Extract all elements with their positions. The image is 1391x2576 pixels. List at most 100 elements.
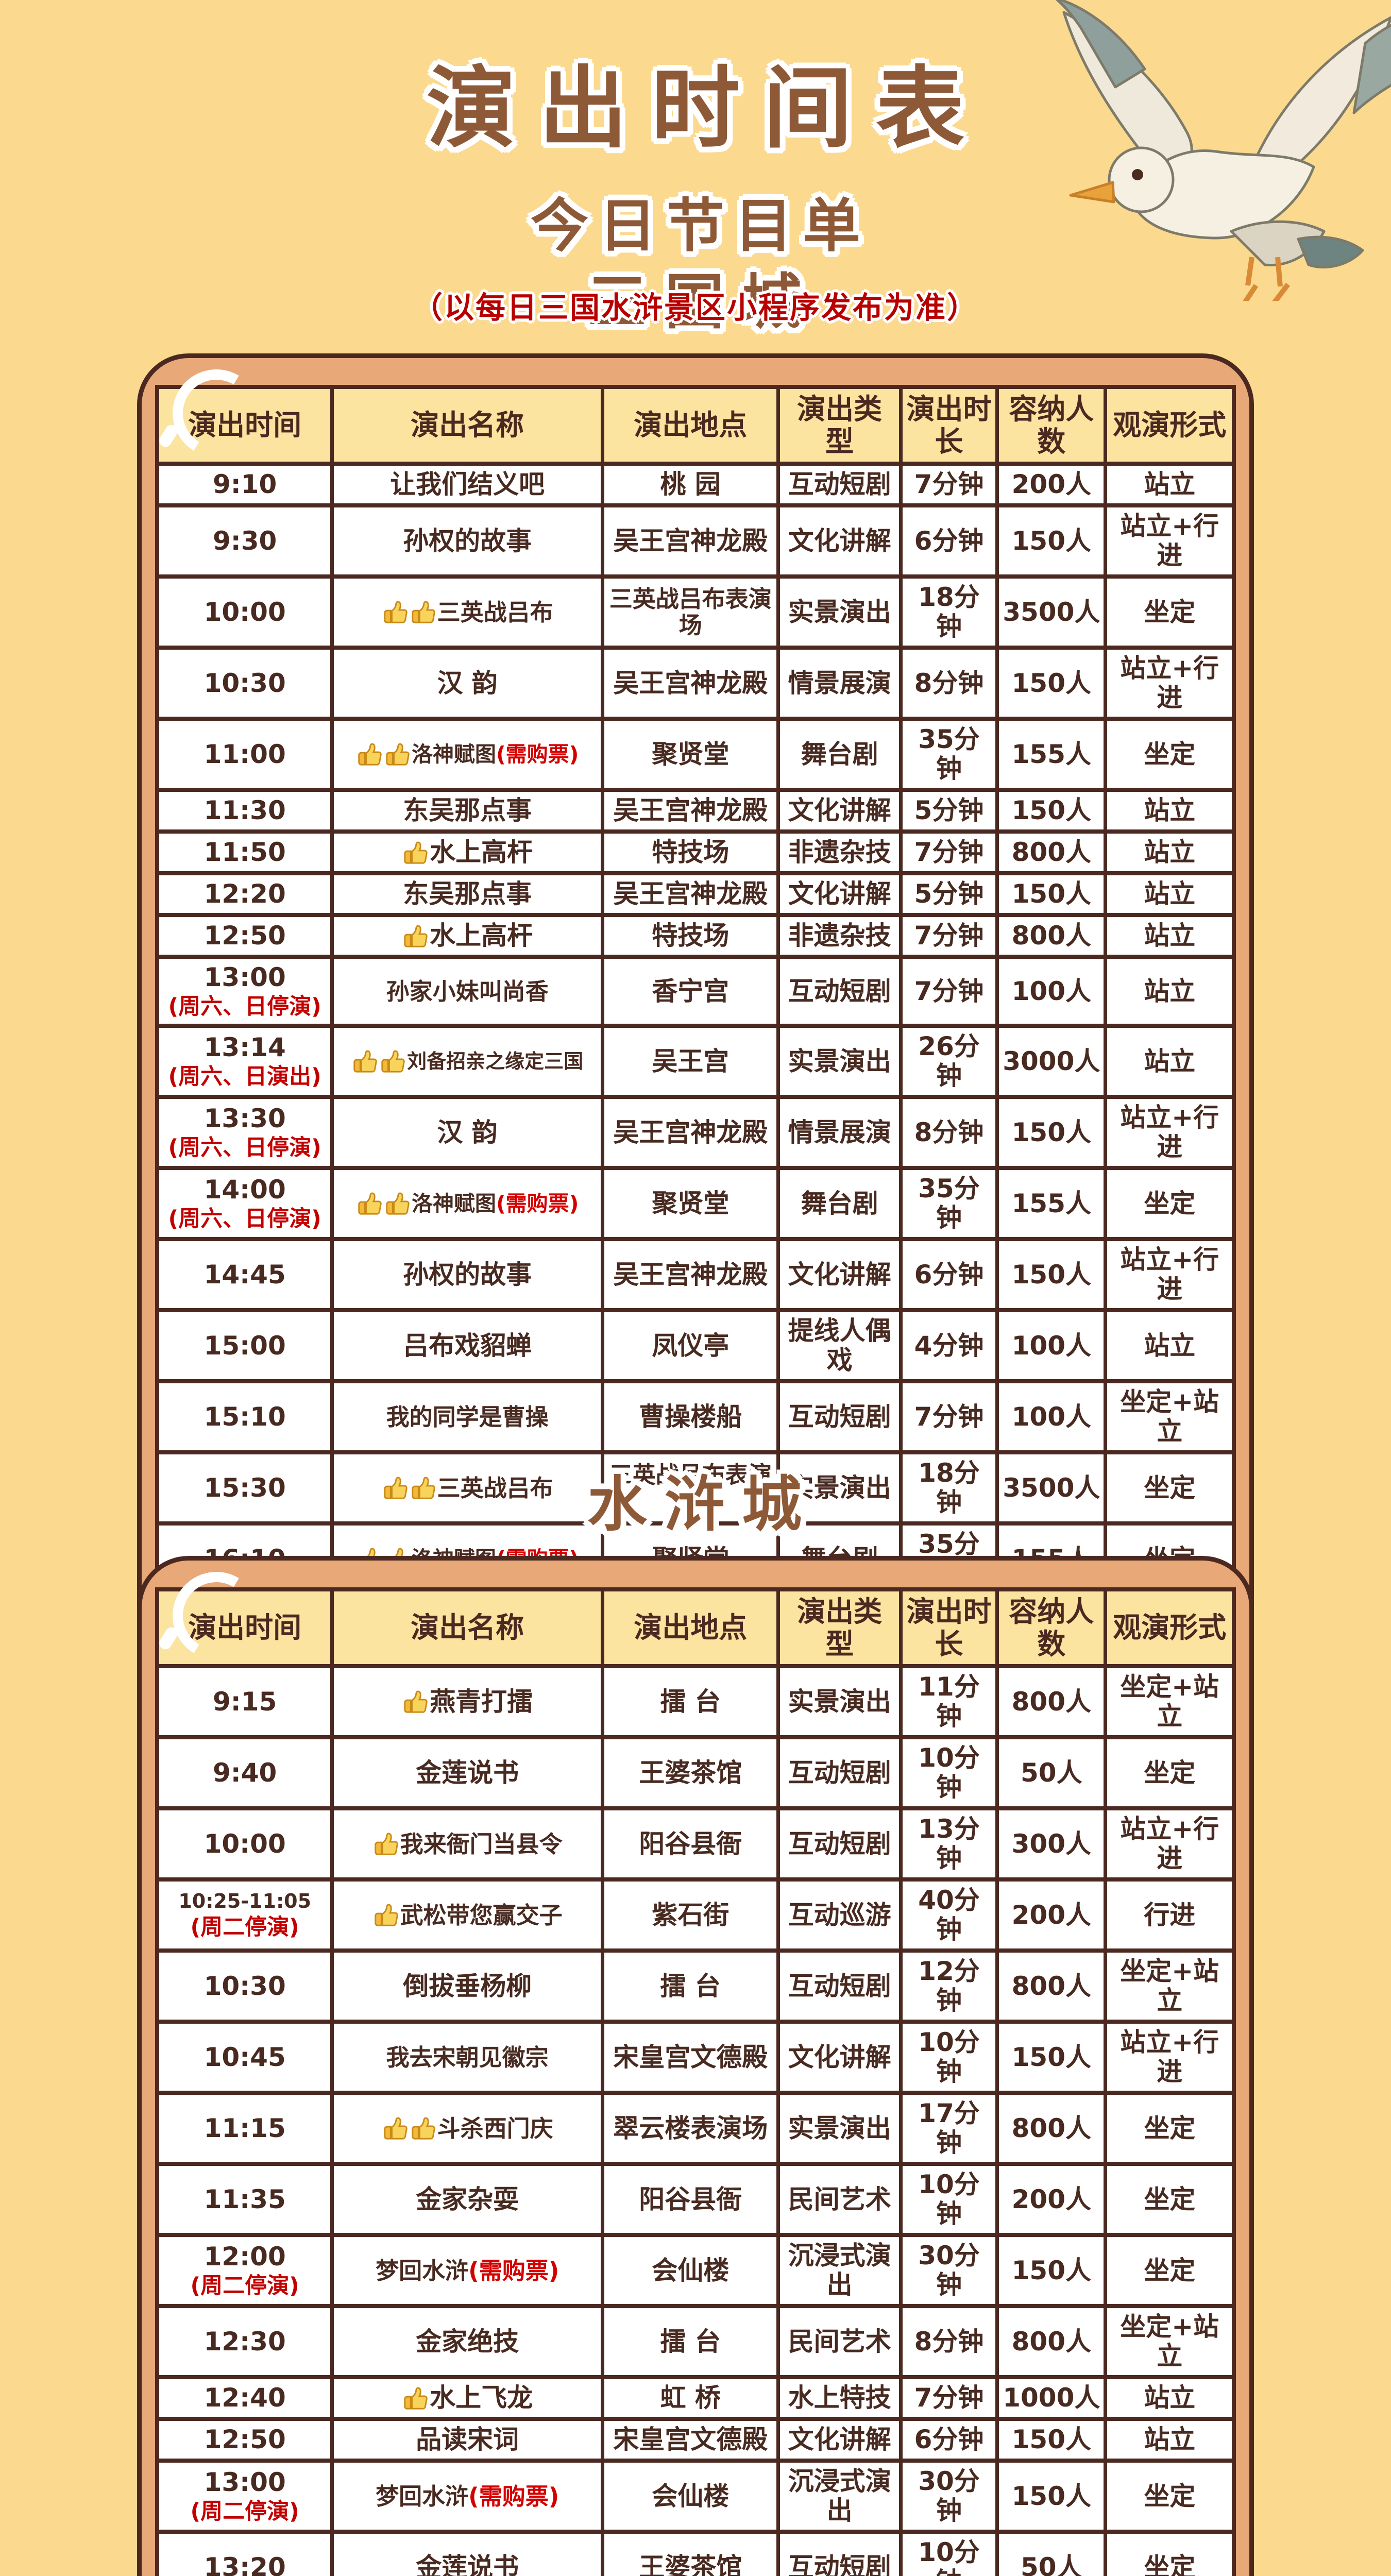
show-name: 东吴那点事: [334, 792, 605, 834]
thumbs-up-icon: [386, 1192, 410, 1215]
thumbs-up-icon: [381, 1050, 405, 1073]
show-time: 15:00: [159, 1312, 334, 1384]
show-type: 水上特技: [780, 2379, 903, 2421]
viewing-form: 坐定: [1107, 579, 1232, 650]
show-type: 非遗杂技: [780, 917, 903, 959]
viewing-form: 行进: [1107, 1882, 1232, 1953]
show-time: 15:30: [159, 1454, 334, 1526]
show-time: 10:30: [159, 650, 334, 721]
column-header: 演出地点: [604, 1591, 781, 1669]
viewing-form: 站立+行进: [1107, 2024, 1232, 2095]
show-place: 紫石街: [604, 1882, 781, 1953]
show-place: 王婆茶馆: [604, 1739, 781, 1811]
show-type: 实景演出: [780, 2095, 903, 2166]
thumbs-up-icon: [404, 841, 428, 864]
show-capacity: 150人: [999, 875, 1108, 918]
show-type: 文化讲解: [780, 1241, 903, 1313]
show-place: 会仙楼: [604, 2463, 781, 2534]
show-capacity: 800人: [999, 2308, 1108, 2380]
show-duration: 30分钟: [902, 2463, 999, 2534]
show-duration: 26分钟: [902, 1028, 999, 1099]
show-time: 13:00 (周二停演): [159, 2463, 334, 2534]
show-type: 文化讲解: [780, 2024, 903, 2095]
viewing-form: 坐定: [1107, 1739, 1232, 1811]
viewing-form: 坐定+站立: [1107, 2308, 1232, 2380]
show-time: 11:35: [159, 2166, 334, 2238]
show-capacity: 1000人: [999, 2379, 1108, 2421]
time-note: (周六、日停演): [168, 1135, 321, 1161]
thumbs-up-icon: [412, 2117, 435, 2140]
show-type: 舞台剧: [780, 721, 903, 792]
show-capacity: 100人: [999, 959, 1108, 1028]
show-name: 金莲说书: [334, 1739, 605, 1811]
schedule-row: 13:14 (周六、日演出) 刘备招亲之缘定三国 吴王宫 实景演出 26分钟 3000人 站立: [159, 1028, 1232, 1099]
schedule-row: 10:00 我来衙门当县令 阳谷县衙 互动短剧 13分钟 300人 站立+行进: [159, 1810, 1232, 1882]
schedule-row: 12:50 水上高杆 特技场 非遗杂技 7分钟 800人 站立: [159, 917, 1232, 959]
show-duration: 11分钟: [902, 1668, 999, 1740]
show-type: 互动巡游: [780, 1882, 903, 1953]
show-duration: 7分钟: [902, 959, 999, 1028]
show-type: 实景演出: [780, 1454, 903, 1526]
viewing-form: 站立+行进: [1107, 1099, 1232, 1171]
show-duration: 18分钟: [902, 1454, 999, 1526]
page-header: 演出时间表 今日节目单 （以每日三国水浒景区小程序发布为准）: [0, 36, 1391, 327]
show-type: 提线人偶戏: [780, 1312, 903, 1384]
thumbs-up-icon: [375, 1833, 398, 1856]
show-place: 吴王宫神龙殿: [604, 792, 781, 834]
show-type: 舞台剧: [780, 1170, 903, 1242]
show-duration: 4分钟: [902, 1312, 999, 1384]
schedule-row: 9:30 孙权的故事 吴王宫神龙殿 文化讲解 6分钟 150人 站立+行进: [159, 507, 1232, 579]
schedule-row: 10:25-11:05 (周二停演) 武松带您赢交子 紫石街 互动巡游 40分钟 200人行…: [159, 1882, 1232, 1953]
show-place: 宋皇宫文德殿: [604, 2421, 781, 2463]
thumbs-up-icon: [353, 1050, 377, 1073]
viewing-form: 坐定: [1107, 2237, 1232, 2309]
show-type: 实景演出: [780, 579, 903, 650]
schedule-row: 12:40 水上飞龙虹 桥水上特技 7分钟 1000人 站立: [159, 2379, 1232, 2421]
schedule-row: 14:00 (周六、日停演) 洛神赋图 (需购票) 聚贤堂 舞台剧 35分钟 155人 坐定: [159, 1170, 1232, 1242]
show-name: 品读宋词: [334, 2421, 605, 2463]
ticket-required-label: (需购票): [496, 1191, 579, 1216]
show-place: 阳谷县衙: [604, 1810, 781, 1882]
show-time: 10:30: [159, 1953, 334, 2024]
ticket-required-label: (需购票): [496, 742, 579, 767]
show-duration: 7分钟: [902, 2379, 999, 2421]
ticket-required-label: (需购票): [468, 2482, 559, 2510]
section-sanguo: 三国城 演出时间 演出名称 演出地点 演出类型 演出时长 容纳人数 观演形式 9:10 让我们…: [0, 253, 1391, 1745]
show-type: 文化讲解: [780, 2421, 903, 2463]
show-type: 互动短剧: [780, 1810, 903, 1882]
viewing-form: 站立: [1107, 875, 1232, 918]
show-place: 特技场: [604, 917, 781, 959]
show-capacity: 200人: [999, 1882, 1108, 1953]
show-name: 汉 韵: [334, 650, 605, 721]
schedule-row: 9:15 燕青打擂擂 台实景演出 11分钟 800人 坐定+站立: [159, 1668, 1232, 1740]
show-type: 互动短剧: [780, 2534, 903, 2576]
show-duration: 12分钟: [902, 1953, 999, 2024]
column-header: 演出名称: [334, 389, 605, 466]
time-note: (周二停演): [190, 1914, 299, 1940]
show-name: 汉 韵: [334, 1099, 605, 1171]
show-place: 擂 台: [604, 1668, 781, 1740]
show-capacity: 155人: [999, 1170, 1108, 1242]
show-duration: 40分钟: [902, 1882, 999, 1953]
show-time: 10:45: [159, 2024, 334, 2095]
schedule-row: 10:45 我去宋朝见徽宗 宋皇宫文德殿 文化讲解 10分钟 150人 站立+行进: [159, 2024, 1232, 2095]
show-name: 金家绝技: [334, 2308, 605, 2380]
viewing-form: 站立: [1107, 2379, 1232, 2421]
show-capacity: 3500人: [999, 1454, 1108, 1526]
column-header: 演出时间: [159, 389, 334, 466]
show-duration: 10分钟: [902, 2166, 999, 2238]
show-time: 15:10: [159, 1383, 334, 1455]
show-time: 12:50: [159, 917, 334, 959]
show-place: 香宁宫: [604, 959, 781, 1028]
show-type: 实景演出: [780, 1028, 903, 1099]
viewing-form: 站立: [1107, 2421, 1232, 2463]
show-duration: 35分钟: [902, 721, 999, 792]
viewing-form: 站立: [1107, 834, 1232, 876]
show-time: 13:00 (周六、日停演): [159, 959, 334, 1028]
show-time: 14:00 (周六、日停演): [159, 1170, 334, 1242]
time-note: (周六、日停演): [168, 1206, 321, 1232]
show-place: 会仙楼: [604, 2237, 781, 2309]
show-name: 让我们结义吧: [334, 466, 605, 508]
schedule-row: 12:50 品读宋词 宋皇宫文德殿 文化讲解 6分钟 150人 站立: [159, 2421, 1232, 2463]
show-name: 金莲说书: [334, 2534, 605, 2576]
